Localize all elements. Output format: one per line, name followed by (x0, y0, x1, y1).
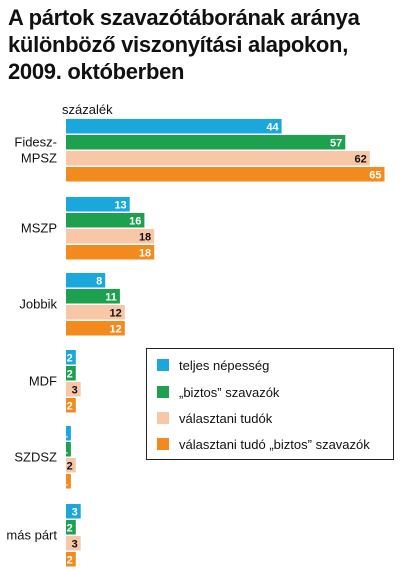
value-label-0-series-3: 65 (369, 169, 381, 181)
value-label-4-series-3: 1 (62, 476, 68, 488)
bar-5-series-1 (66, 520, 76, 535)
bar-3-series-3 (66, 398, 76, 413)
value-label-4-series-1: 1 (62, 444, 68, 456)
value-label-0-series-0: 44 (266, 121, 279, 133)
value-label-1-series-0: 13 (114, 199, 126, 211)
bar-0-series-3 (66, 167, 385, 182)
bar-1-series-2 (66, 229, 155, 244)
value-label-1-series-2: 18 (139, 231, 151, 243)
bar-5-series-0 (66, 504, 81, 519)
value-label-2-series-3: 12 (110, 323, 122, 335)
bar-4-series-2 (66, 458, 76, 473)
value-label-2-series-0: 8 (96, 275, 102, 287)
category-label-0-line-0: Fidesz- (14, 134, 57, 149)
bar-1-series-1 (66, 213, 145, 228)
value-label-1-series-1: 16 (129, 215, 141, 227)
legend-swatch-series-0 (157, 359, 169, 371)
bar-5-series-3 (66, 552, 76, 567)
legend-label-series-1: „biztos” szavazók (179, 384, 280, 400)
category-label-5: más párt (6, 527, 57, 542)
value-label-4-series-2: 2 (67, 460, 73, 472)
value-label-2-series-2: 12 (110, 307, 122, 319)
bar-2-series-3 (66, 321, 125, 336)
value-label-1-series-3: 18 (139, 247, 151, 259)
value-label-4-series-0: 1 (62, 428, 68, 440)
bar-2-series-0 (66, 273, 106, 288)
legend-item-series-2: választani tudók (157, 408, 272, 428)
legend: teljes népesség „biztos” szavazók válasz… (146, 348, 394, 460)
value-label-5-series-2: 3 (72, 538, 78, 550)
bar-1-series-0 (66, 197, 130, 212)
value-label-5-series-1: 2 (67, 522, 73, 534)
value-label-0-series-2: 62 (355, 153, 367, 165)
value-label-3-series-1: 2 (67, 368, 73, 380)
value-label-5-series-0: 3 (72, 506, 78, 518)
legend-item-series-1: „biztos” szavazók (157, 382, 279, 402)
legend-item-series-3: választani tudó „biztos” szavazók (157, 434, 370, 454)
category-label-4: SZDSZ (14, 449, 57, 464)
bar-0-series-1 (66, 135, 346, 150)
bar-4-series-1 (66, 442, 71, 457)
bar-3-series-1 (66, 366, 76, 381)
category-label-1: MSZP (21, 220, 57, 235)
value-label-5-series-3: 2 (67, 554, 73, 566)
bar-5-series-2 (66, 536, 81, 551)
chart-title: A pártok szavazótáborának aránya különbö… (8, 5, 360, 84)
value-label-0-series-1: 57 (330, 137, 342, 149)
category-label-0-line-1: MPSZ (21, 150, 57, 165)
unit-label: százalék (62, 102, 113, 117)
bar-1-series-3 (66, 245, 155, 260)
bar-2-series-2 (66, 305, 125, 320)
legend-label-series-0: teljes népesség (179, 357, 270, 373)
category-label-2: Jobbik (19, 296, 57, 311)
bar-0-series-0 (66, 119, 282, 134)
bar-4-series-0 (66, 426, 71, 441)
bar-3-series-0 (66, 350, 76, 365)
value-label-2-series-1: 11 (105, 291, 117, 303)
legend-label-series-3: választani tudó „biztos” szavazók (179, 436, 370, 452)
legend-swatch-series-2 (157, 412, 169, 424)
value-label-3-series-0: 2 (67, 352, 73, 364)
legend-swatch-series-1 (157, 386, 169, 398)
bar-0-series-2 (66, 151, 370, 166)
legend-item-series-0: teljes népesség (157, 355, 269, 375)
category-label-3: MDF (29, 373, 57, 388)
legend-label-series-2: választani tudók (179, 410, 273, 426)
bar-4-series-3 (66, 474, 71, 489)
bar-2-series-1 (66, 289, 120, 304)
value-label-3-series-3: 2 (67, 400, 73, 412)
legend-swatch-series-3 (157, 438, 169, 450)
bar-3-series-2 (66, 382, 81, 397)
value-label-3-series-2: 3 (72, 384, 78, 396)
